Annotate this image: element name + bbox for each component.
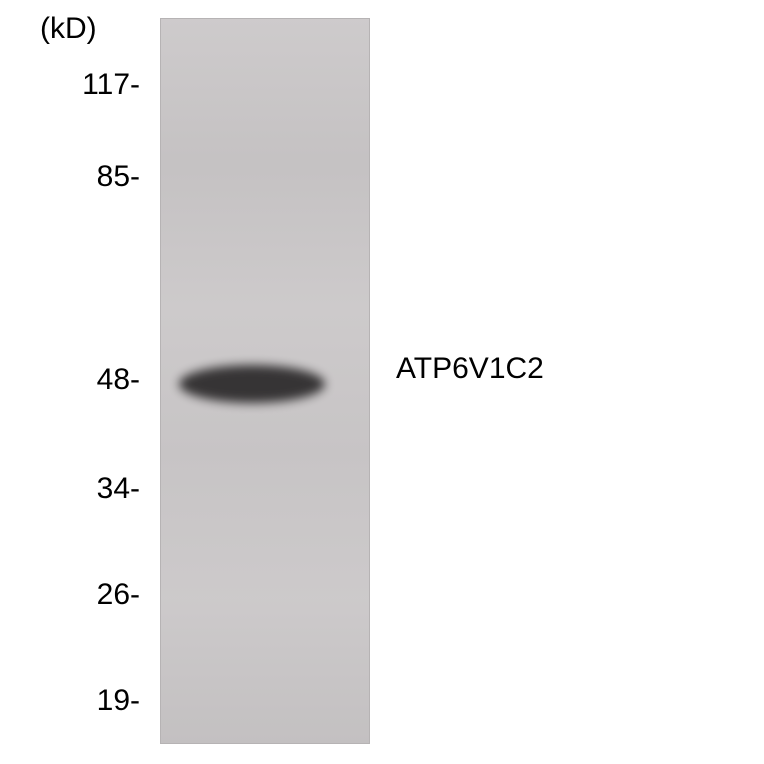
mw-marker: 48- [97, 363, 140, 397]
mw-marker: 19- [97, 684, 140, 718]
mw-marker: 117- [82, 68, 140, 102]
protein-name-label: ATP6V1C2 [396, 352, 544, 386]
unit-label: (kD) [40, 12, 97, 46]
blot-lane [160, 18, 370, 744]
protein-band [179, 365, 325, 403]
mw-marker: 34- [97, 472, 140, 506]
mw-marker: 26- [97, 578, 140, 612]
western-blot-figure: (kD) 117- 85- 48- 34- 26- 19- ATP6V1C2 [0, 0, 764, 764]
mw-marker: 85- [97, 160, 140, 194]
